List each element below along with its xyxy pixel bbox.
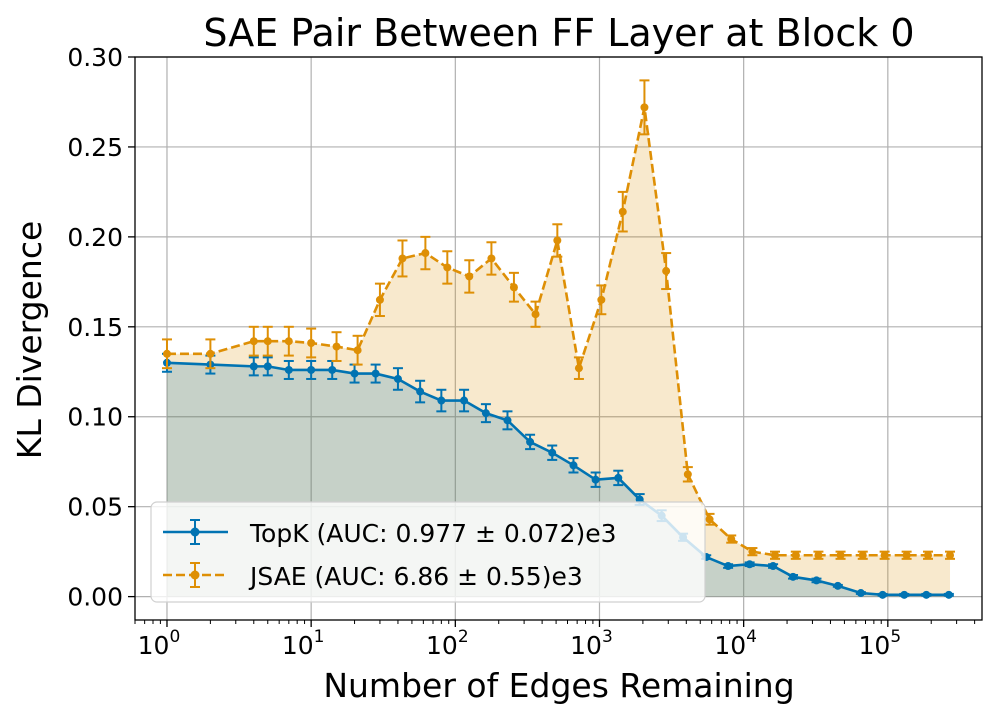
data-point [443, 263, 452, 272]
data-point [858, 551, 867, 560]
series-jsae [161, 79, 956, 560]
data-point [662, 267, 671, 276]
data-point [249, 362, 258, 371]
axis-ticks: 0.00 0.05 0.10 0.15 0.20 0.25 0.30 100 101 102 103… [67, 43, 976, 660]
y-tick-label: 0.20 [67, 223, 123, 252]
data-point [614, 473, 623, 482]
y-tick-label: 0.25 [67, 133, 123, 162]
x-tick-label: 103 [570, 627, 613, 660]
legend-key-topk [163, 519, 228, 545]
data-point [307, 338, 316, 347]
data-point [531, 310, 540, 319]
data-point [836, 551, 845, 560]
y-axis-label: KL Divergence [10, 221, 49, 460]
chart-title: SAE Pair Between FF Layer at Block 0 [203, 11, 914, 55]
data-point [548, 448, 557, 457]
data-point [856, 589, 865, 598]
legend-label-jsae: JSAE (AUC: 6.86 ± 0.55)e3 [248, 562, 583, 591]
y-tick-label: 0.15 [67, 313, 123, 342]
data-point [944, 590, 953, 599]
data-point [574, 364, 583, 373]
series [161, 79, 956, 599]
data-point [263, 362, 272, 371]
legend-marker [190, 527, 200, 537]
x-tick-label: 100 [138, 627, 181, 660]
data-point [833, 581, 842, 590]
data-point [481, 409, 490, 418]
data-point [509, 283, 518, 292]
data-point [353, 346, 362, 355]
data-point [705, 515, 714, 524]
data-point [263, 337, 272, 346]
data-point [350, 369, 359, 378]
data-point [900, 590, 909, 599]
x-axis-label: Number of Edges Remaining [323, 666, 794, 705]
data-point [812, 576, 821, 585]
data-point [569, 461, 578, 470]
data-point [375, 295, 384, 304]
data-point [724, 562, 733, 571]
plot-frame [134, 56, 983, 621]
data-point [332, 342, 341, 351]
data-point [307, 365, 316, 374]
legend: TopK (AUC: 0.977 ± 0.072)e3 JSAE (AUC: 6… [150, 501, 706, 603]
x-tick-label: 104 [714, 627, 757, 660]
data-point [526, 437, 535, 446]
data-point [398, 254, 407, 263]
y-tick-label: 0.30 [67, 43, 123, 72]
data-point [880, 551, 889, 560]
data-point [597, 295, 606, 304]
data-point [249, 337, 258, 346]
series-line [166, 107, 951, 557]
data-point [946, 551, 955, 560]
data-point [591, 475, 600, 484]
area-fill-1 [166, 107, 951, 597]
data-point [878, 590, 887, 599]
data-point [393, 374, 402, 383]
data-point [640, 103, 649, 112]
legend-marker [190, 570, 200, 580]
data-point [328, 365, 337, 374]
data-point [745, 560, 754, 569]
data-point [924, 551, 933, 560]
data-point [284, 365, 293, 374]
data-point [748, 547, 757, 556]
data-point [465, 272, 474, 281]
legend-label-topk: TopK (AUC: 0.977 ± 0.072)e3 [249, 519, 617, 548]
data-point [902, 551, 911, 560]
data-point [162, 349, 171, 358]
data-point [503, 416, 512, 425]
y-tick-label: 0.10 [67, 403, 123, 432]
data-point [769, 562, 778, 571]
data-point [922, 590, 931, 599]
data-point [421, 249, 430, 258]
data-point [437, 396, 446, 405]
x-tick-label: 105 [859, 627, 902, 660]
data-point [791, 551, 800, 560]
data-point [487, 254, 496, 263]
data-point [771, 551, 780, 560]
y-tick-label: 0.00 [67, 583, 123, 612]
data-point [284, 337, 293, 346]
data-point [683, 470, 692, 479]
data-point [789, 572, 798, 581]
y-tick-label: 0.05 [67, 493, 123, 522]
x-tick-label: 101 [282, 627, 325, 660]
data-point [460, 396, 469, 405]
data-point [727, 535, 736, 544]
data-point [618, 207, 627, 216]
data-point [814, 551, 823, 560]
data-point [416, 387, 425, 396]
data-point [553, 236, 562, 245]
data-point [206, 349, 215, 358]
data-point [371, 369, 380, 378]
legend-box [150, 501, 706, 603]
legend-key-jsae [163, 562, 228, 588]
x-tick-label: 102 [426, 627, 469, 660]
